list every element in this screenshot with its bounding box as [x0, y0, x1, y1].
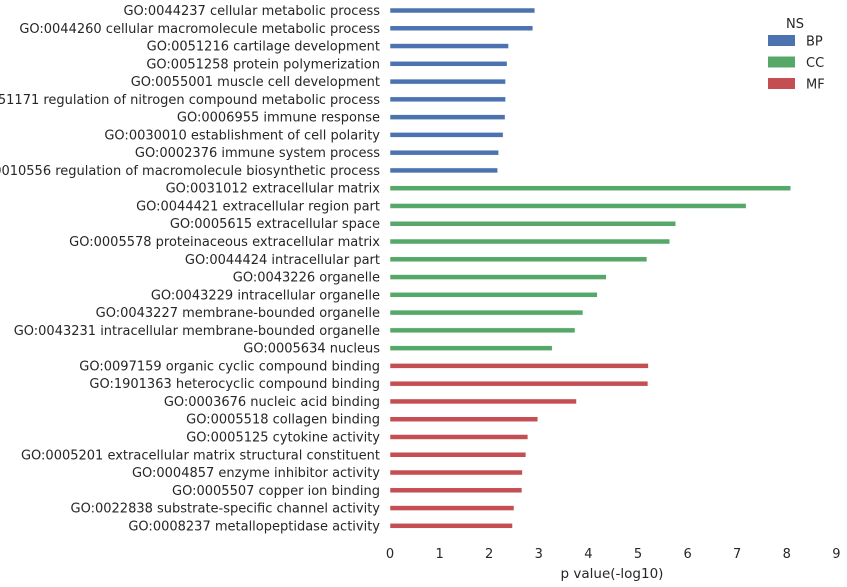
bar-cc-16: [389, 292, 598, 298]
bar-cc-17: [389, 309, 584, 316]
bar-mf-20: [389, 363, 649, 369]
bar-bp-9: [389, 167, 498, 174]
x-tick-label: 7: [733, 547, 741, 562]
bar-mf-29: [389, 523, 513, 529]
bar-mf-27: [389, 487, 523, 494]
category-label: GO:0005518 collagen binding: [186, 413, 380, 428]
category-label: GO:0055001 muscle cell development: [131, 75, 380, 90]
bar-cc-11: [389, 203, 747, 209]
legend-swatch-cc: [768, 56, 795, 68]
x-tick-label: 2: [485, 547, 493, 562]
x-tick-label: 0: [386, 547, 394, 562]
x-axis-label: p value(-log10): [561, 566, 664, 582]
category-label: GO:0004857 enzyme inhibitor activity: [132, 466, 380, 481]
x-tick-labels: 0 1 2 3 4 5 6 7 8 9: [386, 547, 841, 562]
category-labels: GO:0044237 cellular metabolic process GO:…: [0, 4, 380, 534]
bar-cc-13: [389, 238, 670, 245]
category-label: GO:0002376 immune system process: [135, 146, 380, 161]
category-label: GO:0005507 copper ion binding: [172, 484, 380, 499]
category-label: GO:0043227 membrane-bounded organelle: [96, 306, 380, 321]
category-label: GO:0005201 extracellular matrix structur…: [21, 448, 380, 463]
legend-label-bp: BP: [806, 35, 823, 50]
legend: NS BP CC MF: [768, 17, 825, 93]
bar-bp-6: [389, 114, 506, 120]
category-label: GO:0005578 proteinaceous extracellular m…: [69, 235, 380, 250]
bar-bp-3: [389, 61, 508, 67]
category-label: GO:0051171 regulation of nitrogen compou…: [0, 93, 380, 108]
x-tick-label: 9: [832, 547, 840, 562]
category-label: GO:0044421 extracellular region part: [136, 199, 380, 214]
bar-bp-4: [389, 78, 506, 85]
category-label: GO:0030010 establishment of cell polarit…: [104, 128, 380, 143]
bars-group: [389, 7, 792, 529]
category-label: GO:0051258 protein polymerization: [146, 57, 380, 72]
category-label: GO:0043231 intracellular membrane-bounde…: [14, 324, 380, 339]
category-label: GO:0022838 substrate-specific channel ac…: [71, 502, 381, 517]
x-tick-label: 4: [584, 547, 592, 562]
bar-cc-14: [389, 256, 648, 263]
category-label: GO:0051216 cartilage development: [147, 40, 380, 55]
category-label: GO:0097159 organic cyclic compound bindi…: [79, 359, 380, 374]
category-label: GO:0044237 cellular metabolic process: [123, 4, 380, 19]
legend-label-cc: CC: [806, 56, 824, 71]
bar-bp-8: [389, 149, 499, 156]
legend-title: NS: [786, 17, 804, 32]
category-label: GO:0008237 metallopeptidase activity: [128, 519, 380, 534]
bar-mf-28: [389, 505, 515, 511]
category-label: GO:0005125 cytokine activity: [186, 430, 380, 445]
bar-mf-24: [389, 434, 529, 440]
legend-label-mf: MF: [806, 78, 825, 93]
category-label: GO:0010556 regulation of macromolecule b…: [0, 164, 380, 179]
bar-cc-10: [389, 185, 792, 191]
x-tick-label: 8: [783, 547, 791, 562]
category-label: GO:0005634 nucleus: [243, 342, 380, 357]
category-label: GO:0043226 organelle: [233, 271, 380, 286]
category-label: GO:0044424 intracellular part: [185, 253, 380, 268]
bar-bp-5: [389, 96, 506, 103]
category-label: GO:0031012 extracellular matrix: [166, 182, 381, 197]
legend-swatch-bp: [768, 35, 795, 46]
category-label: GO:1901363 heterocyclic compound binding: [89, 377, 380, 392]
bar-cc-15: [389, 274, 607, 280]
category-label: GO:0005615 extracellular space: [170, 217, 380, 232]
category-label: GO:0006955 immune response: [177, 111, 380, 126]
bar-bp-0: [389, 7, 536, 14]
bar-cc-19: [389, 345, 553, 351]
category-label: GO:0003676 nucleic acid binding: [164, 395, 380, 410]
bar-mf-21: [389, 380, 649, 387]
x-tick-label: 6: [683, 547, 691, 562]
legend-swatch-mf: [768, 78, 795, 89]
bar-bp-7: [389, 132, 504, 138]
bar-bp-1: [389, 25, 534, 32]
x-tick-label: 3: [535, 547, 543, 562]
bar-mf-23: [389, 416, 539, 422]
bar-mf-22: [389, 398, 577, 405]
bar-bp-2: [389, 43, 509, 49]
x-tick-label: 1: [435, 547, 443, 562]
category-label: GO:0044260 cellular macromolecule metabo…: [19, 22, 380, 37]
x-tick-label: 5: [634, 547, 642, 562]
category-label: GO:0043229 intracellular organelle: [151, 288, 380, 303]
bar-cc-18: [389, 327, 576, 334]
bar-mf-25: [389, 452, 527, 458]
bar-cc-12: [389, 220, 676, 227]
bar-mf-26: [389, 469, 523, 476]
